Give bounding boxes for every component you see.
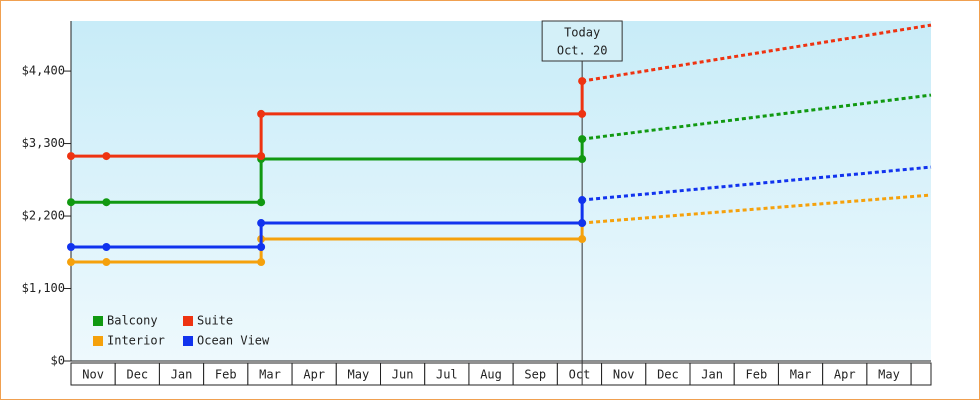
- point: [578, 135, 587, 144]
- x-tick-label: Dec: [126, 368, 148, 382]
- x-tick-label: Aug: [480, 368, 502, 382]
- legend-swatch: [183, 316, 193, 326]
- forecast-line: [581, 93, 932, 141]
- y-tick-label: $3,300: [22, 136, 65, 150]
- legend-label: Ocean View: [197, 334, 270, 348]
- plot-area: [71, 21, 931, 361]
- point: [102, 258, 111, 267]
- y-tick-label: $2,200: [22, 209, 65, 223]
- point: [578, 77, 587, 86]
- today-label: Today: [564, 26, 600, 40]
- point: [578, 196, 587, 205]
- point: [257, 152, 266, 161]
- legend-swatch: [183, 336, 193, 346]
- forecast-line: [582, 193, 932, 225]
- legend-swatch: [93, 316, 103, 326]
- x-tick-label: Jan: [701, 368, 723, 382]
- x-tick-label: Nov: [613, 368, 635, 382]
- x-tick-label: Jul: [436, 368, 458, 382]
- x-tick-label: Mar: [790, 368, 812, 382]
- x-tick-label: Feb: [746, 368, 768, 382]
- x-tick-label: Sep: [524, 368, 546, 382]
- y-tick-label: $4,400: [22, 64, 65, 78]
- x-tick-label: Nov: [82, 368, 104, 382]
- point: [257, 243, 266, 252]
- x-tick-label: Dec: [657, 368, 679, 382]
- point: [67, 258, 75, 267]
- x-tick-label: Apr: [834, 368, 856, 382]
- x-tick-label: Mar: [259, 368, 281, 382]
- point: [578, 155, 587, 164]
- x-tick-label: May: [348, 368, 370, 382]
- x-tick-label: Jun: [392, 368, 414, 382]
- legend-label: Balcony: [107, 314, 158, 328]
- point: [578, 219, 587, 228]
- y-tick-label: $1,100: [22, 281, 65, 295]
- point: [257, 219, 266, 228]
- point: [578, 235, 587, 244]
- forecast-line: [581, 165, 932, 202]
- today-box: [541, 20, 623, 62]
- forecast-line: [581, 23, 932, 83]
- y-tick-label: $0: [51, 354, 65, 368]
- month-cell: [910, 362, 932, 386]
- x-tick-label: Feb: [215, 368, 237, 382]
- x-tick-label: May: [878, 368, 900, 382]
- x-tick-label: Jan: [171, 368, 193, 382]
- legend-swatch: [93, 336, 103, 346]
- point: [67, 198, 75, 207]
- today-date: Oct. 20: [557, 44, 608, 58]
- legend-label: Suite: [197, 314, 233, 328]
- point: [257, 109, 266, 118]
- price-line: [71, 81, 584, 158]
- legend-label: Interior: [107, 334, 165, 348]
- point: [102, 152, 111, 161]
- point: [67, 152, 75, 161]
- point: [102, 198, 111, 207]
- point: [67, 243, 75, 252]
- point: [257, 258, 266, 267]
- point: [257, 198, 266, 207]
- point: [578, 109, 587, 118]
- x-tick-label: Apr: [303, 368, 325, 382]
- x-tick-label: Oct: [569, 368, 591, 382]
- point: [102, 243, 111, 252]
